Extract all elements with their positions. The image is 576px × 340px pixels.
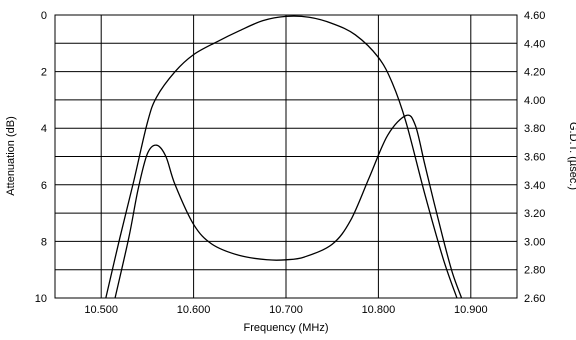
y-axis-right-label: G.D.T. (µsec.) (567, 122, 576, 190)
x-tick-label: 10.700 (269, 304, 303, 316)
y-right-tick-label: 2.80 (524, 265, 545, 277)
series-layer (105, 15, 463, 299)
y-right-tick-label: 4.40 (524, 38, 545, 50)
attenuation-series-line (105, 15, 458, 299)
y-right-tick-label: 3.20 (524, 208, 545, 220)
y-left-tick-label: 10 (35, 293, 47, 305)
y-right-tick-label: 4.20 (524, 67, 545, 79)
y-right-tick-label: 3.40 (524, 180, 545, 192)
y-right-tick-label: 4.00 (524, 95, 545, 107)
y-left-tick-label: 2 (41, 67, 47, 79)
x-axis-label: Frequency (MHz) (244, 322, 329, 334)
plot-frame (54, 14, 518, 299)
y-left-tick-label: 8 (41, 236, 47, 248)
y-axis-left-label: Attenuation (dB) (5, 116, 17, 196)
y-right-tick-label: 4.60 (524, 10, 545, 22)
y-right-tick-label: 2.60 (524, 293, 545, 305)
y-right-tick-label: 3.80 (524, 123, 545, 135)
x-tick-label: 10.600 (177, 304, 211, 316)
x-tick-label: 10.500 (84, 304, 118, 316)
x-tick-label: 10.900 (454, 304, 488, 316)
grid-layer (55, 15, 517, 298)
y-left-tick-label: 4 (41, 123, 47, 135)
y-left-tick-label: 0 (41, 10, 47, 22)
y-right-tick-label: 3.60 (524, 152, 545, 164)
x-tick-label: 10.800 (362, 304, 396, 316)
gdt-series-line (114, 114, 463, 299)
y-right-tick-label: 3.00 (524, 236, 545, 248)
ticks-layer: 10.500 10.600 10.700 10.800 10.900 0 2 4 6 8 10 2.6… (35, 10, 546, 316)
y-left-tick-label: 6 (41, 180, 47, 192)
